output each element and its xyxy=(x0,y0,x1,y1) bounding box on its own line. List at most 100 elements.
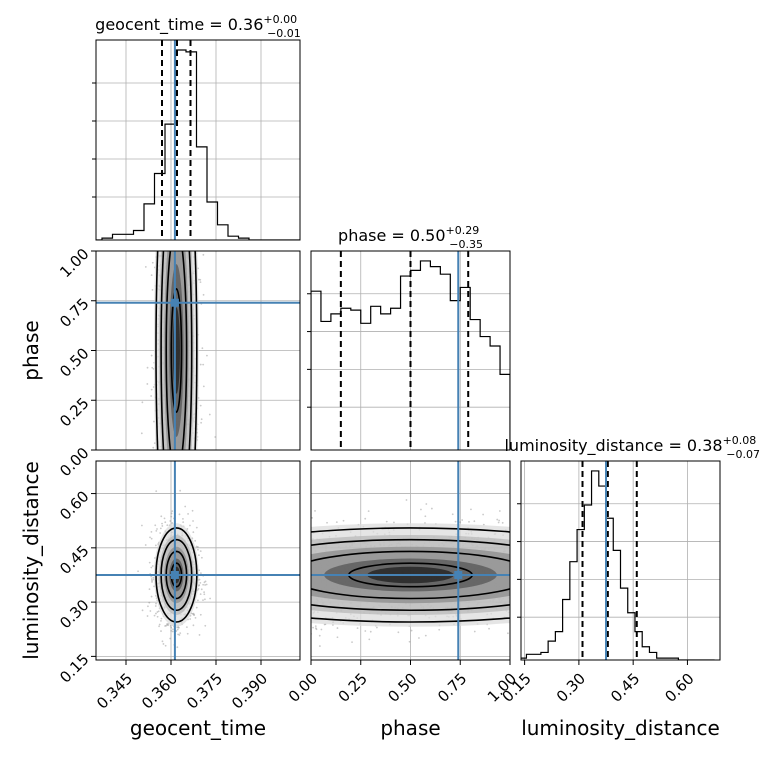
scatter-point xyxy=(141,524,143,527)
scatter-point xyxy=(160,630,162,632)
scatter-point xyxy=(468,520,470,523)
scatter-point xyxy=(351,641,353,644)
x-tick-label: 0.25 xyxy=(335,670,371,706)
scatter-point xyxy=(425,503,428,505)
scatter-point xyxy=(172,628,174,631)
scatter-point xyxy=(206,354,208,357)
scatter-point xyxy=(150,537,153,540)
scatter-point xyxy=(192,520,194,522)
scatter-point xyxy=(198,584,201,586)
scatter-point xyxy=(153,420,155,423)
scatter-point xyxy=(171,510,174,513)
scatter-point xyxy=(179,632,182,635)
scatter-point xyxy=(189,618,192,620)
scatter-point xyxy=(410,629,413,632)
scatter-point xyxy=(192,531,195,534)
scatter-point xyxy=(198,578,201,581)
scatter-point xyxy=(151,366,154,369)
scatter-point xyxy=(151,288,154,291)
scatter-point xyxy=(208,413,211,416)
scatter-point xyxy=(167,624,170,627)
scatter-point xyxy=(199,582,202,584)
scatter-point xyxy=(177,633,179,636)
scatter-point xyxy=(160,617,163,620)
panel-frame xyxy=(520,460,721,661)
scatter-point xyxy=(420,508,422,511)
scatter-point xyxy=(154,544,157,547)
scatter-point xyxy=(148,601,151,604)
scatter-point xyxy=(385,520,388,523)
x-axis-label-geocent_time: geocent_time xyxy=(130,716,266,740)
scatter-point xyxy=(367,510,370,513)
scatter-point xyxy=(482,523,485,526)
scatter-point xyxy=(152,367,155,370)
scatter-point xyxy=(171,522,174,524)
scatter-point xyxy=(192,613,195,616)
y-tick-label: 1.00 xyxy=(56,245,92,281)
scatter-point xyxy=(140,432,143,435)
histogram-panel-phase xyxy=(307,251,511,450)
scatter-point xyxy=(161,640,164,643)
scatter-point xyxy=(200,588,203,591)
scatter-point xyxy=(326,521,328,524)
scatter-point xyxy=(171,630,174,633)
truth-marker xyxy=(170,298,179,307)
scatter-point xyxy=(179,489,182,492)
scatter-point xyxy=(214,436,217,438)
scatter-point xyxy=(438,628,441,631)
scatter-point xyxy=(155,529,158,532)
scatter-point xyxy=(336,627,339,629)
scatter-point xyxy=(369,630,372,633)
y-tick-label: 0.75 xyxy=(56,295,92,331)
scatter-point xyxy=(488,627,490,630)
scatter-point xyxy=(197,599,199,602)
scatter-point xyxy=(152,386,155,388)
scatter-point xyxy=(170,626,173,629)
scatter-point xyxy=(148,588,151,591)
scatter-point xyxy=(152,446,155,449)
scatter-point xyxy=(315,628,318,631)
scatter-point xyxy=(202,385,205,388)
scatter-point xyxy=(198,554,200,557)
title-phase: phase = 0.50+0.29 −0.35 xyxy=(338,224,483,251)
scatter-point xyxy=(169,624,172,627)
scatter-point xyxy=(176,646,179,649)
scatter-point xyxy=(473,630,476,633)
scatter-point xyxy=(194,539,197,542)
scatter-point xyxy=(150,566,153,569)
scatter-point xyxy=(137,570,139,573)
scatter-point xyxy=(203,591,205,593)
scatter-point xyxy=(405,499,408,501)
scatter-point xyxy=(141,401,144,404)
scatter-point xyxy=(150,388,153,391)
scatter-point xyxy=(151,261,154,264)
scatter-point xyxy=(204,580,207,583)
scatter-point xyxy=(150,530,153,533)
contour-line xyxy=(165,251,188,450)
scatter-point xyxy=(178,513,181,516)
scatter-point xyxy=(156,611,159,613)
scatter-point xyxy=(160,619,162,622)
scatter-point xyxy=(146,383,149,385)
scatter-point xyxy=(156,528,158,530)
scatter-point xyxy=(202,363,205,366)
scatter-point xyxy=(150,354,153,357)
scatter-point xyxy=(146,366,149,369)
x-tick-label: 0.75 xyxy=(434,670,470,706)
scatter-point xyxy=(184,505,187,508)
scatter-point xyxy=(161,525,164,527)
scatter-point xyxy=(202,583,205,586)
scatter-point xyxy=(199,404,202,407)
scatter-point xyxy=(424,634,427,637)
scatter-point xyxy=(164,625,166,627)
scatter-point xyxy=(202,599,204,602)
scatter-point xyxy=(170,512,173,515)
scatter-point xyxy=(418,637,420,639)
scatter-point xyxy=(182,517,184,520)
x-tick-label: 0.30 xyxy=(553,670,589,706)
scatter-point xyxy=(149,610,152,612)
histogram-step xyxy=(521,470,715,660)
scatter-point xyxy=(195,606,198,609)
scatter-point xyxy=(157,610,160,613)
